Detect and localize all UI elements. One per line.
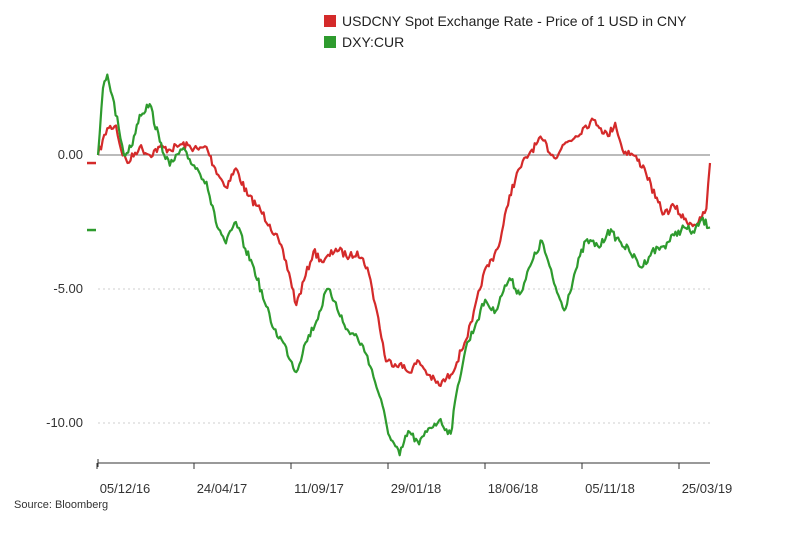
end-markers xyxy=(87,161,96,232)
x-tick-label: 24/04/17 xyxy=(197,481,248,496)
y-tick-label: 0.00 xyxy=(58,147,83,162)
series-lines xyxy=(96,73,712,457)
x-tick-label: 29/01/18 xyxy=(391,481,442,496)
legend-swatch xyxy=(324,36,336,48)
x-axis xyxy=(97,459,710,467)
x-tick-label: 11/09/17 xyxy=(294,481,344,496)
legend-swatch xyxy=(324,15,336,27)
legend: USDCNY Spot Exchange Rate - Price of 1 U… xyxy=(324,13,687,50)
y-tick-label: -5.00 xyxy=(53,281,83,296)
x-tick-label: 05/12/16 xyxy=(100,481,151,496)
series-line-0 xyxy=(96,117,712,387)
gridlines xyxy=(98,154,710,424)
x-axis-ticks: 05/12/16 24/04/17 11/09/17 29/01/18 18/06/18… xyxy=(96,463,733,496)
y-tick-label: -10.00 xyxy=(46,415,83,430)
legend-label: DXY:CUR xyxy=(342,34,404,50)
source-note: Source: Bloomberg xyxy=(14,499,109,511)
y-axis-ticks: 0.00 -5.00 -10.00 xyxy=(46,147,83,430)
legend-label: USDCNY Spot Exchange Rate - Price of 1 U… xyxy=(342,13,687,29)
x-tick-label: 18/06/18 xyxy=(488,481,539,496)
series-line-1 xyxy=(96,73,711,457)
x-tick-label: 25/03/19 xyxy=(682,481,733,496)
x-tick-label: 05/11/18 xyxy=(585,481,635,496)
